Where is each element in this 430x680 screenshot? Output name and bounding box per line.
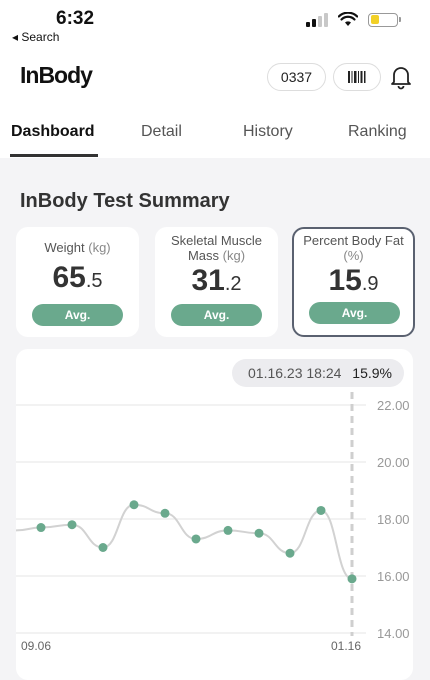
summary-title: InBody Test Summary [20, 190, 230, 212]
y-tick-label: 18.00 [377, 512, 410, 527]
y-tick-label: 16.00 [377, 569, 410, 584]
data-point [160, 508, 170, 518]
weight-label-text: Weight [44, 240, 85, 255]
weight-unit: (kg) [88, 240, 111, 255]
x-tick-label: 01.16 [331, 639, 361, 653]
wifi-icon [338, 12, 358, 26]
data-point [67, 520, 77, 530]
active-tab-indicator [10, 154, 98, 157]
pbf-value-dec: .9 [361, 273, 379, 295]
cellular-signal-icon [306, 12, 328, 27]
y-tick-label: 22.00 [377, 398, 410, 413]
barcode-button[interactable] [333, 63, 381, 91]
body-fat-card[interactable]: Percent Body Fat (%) 15.9 Avg. [292, 227, 415, 337]
data-point [316, 505, 326, 515]
battery-icon [368, 12, 401, 27]
smm-avg-button[interactable]: Avg. [171, 304, 262, 326]
tab-bar: Dashboard Detail History Ranking [0, 106, 430, 158]
tooltip-date: 01.16.23 18:24 [248, 365, 342, 381]
chart-tooltip: 01.16.23 18:24 15.9% [232, 359, 404, 387]
data-point [285, 548, 295, 558]
x-tick-label: 09.06 [21, 639, 51, 653]
tab-ranking[interactable]: Ranking [348, 123, 407, 140]
status-bar: 6:32 ◂ Search [0, 0, 430, 48]
smm-value: 31.2 [155, 264, 278, 298]
smm-label: Skeletal Muscle Mass (kg) [155, 233, 278, 263]
tooltip-value: 15.9% [352, 365, 392, 381]
weight-avg-button[interactable]: Avg. [32, 304, 123, 326]
clock: 6:32 [56, 8, 95, 29]
notification-bell-icon[interactable] [388, 64, 414, 90]
data-point [98, 543, 108, 552]
skeletal-muscle-card[interactable]: Skeletal Muscle Mass (kg) 31.2 Avg. [155, 227, 278, 337]
weight-value-dec: .5 [85, 270, 103, 292]
data-point [129, 500, 139, 510]
status-icons [306, 12, 401, 27]
tab-history[interactable]: History [243, 123, 293, 140]
y-tick-label: 20.00 [377, 455, 410, 470]
weight-value-int: 65 [52, 261, 86, 294]
pbf-value-int: 15 [328, 264, 362, 297]
trend-chart-card [16, 349, 413, 680]
data-point [223, 525, 233, 535]
weight-label: Weight (kg) [16, 240, 139, 255]
smm-value-int: 31 [191, 264, 225, 297]
data-point [347, 574, 357, 584]
inbody-logo: InBody [20, 62, 93, 88]
weight-card[interactable]: Weight (kg) 65.5 Avg. [16, 227, 139, 337]
series-line [15, 503, 353, 580]
data-point [254, 528, 264, 538]
barcode-icon [348, 71, 366, 83]
tab-detail[interactable]: Detail [141, 123, 182, 140]
member-id-button[interactable]: 0337 [267, 63, 326, 91]
back-to-search-link[interactable]: ◂ Search [12, 30, 60, 44]
pbf-avg-button[interactable]: Avg. [309, 302, 400, 324]
smm-label-text: Skeletal Muscle Mass [170, 233, 263, 263]
pbf-label-text: Percent Body Fat [303, 233, 404, 248]
y-tick-label: 14.00 [377, 626, 410, 641]
tab-dashboard[interactable]: Dashboard [11, 123, 95, 140]
pbf-unit: (%) [343, 248, 364, 263]
pbf-label: Percent Body Fat (%) [294, 233, 413, 263]
smm-unit: (kg) [222, 248, 246, 263]
pbf-value: 15.9 [294, 264, 413, 298]
smm-value-dec: .2 [224, 273, 242, 295]
data-point [36, 523, 46, 533]
data-point [191, 534, 201, 544]
app-header: InBody 0337 [0, 48, 430, 106]
weight-value: 65.5 [16, 261, 139, 295]
